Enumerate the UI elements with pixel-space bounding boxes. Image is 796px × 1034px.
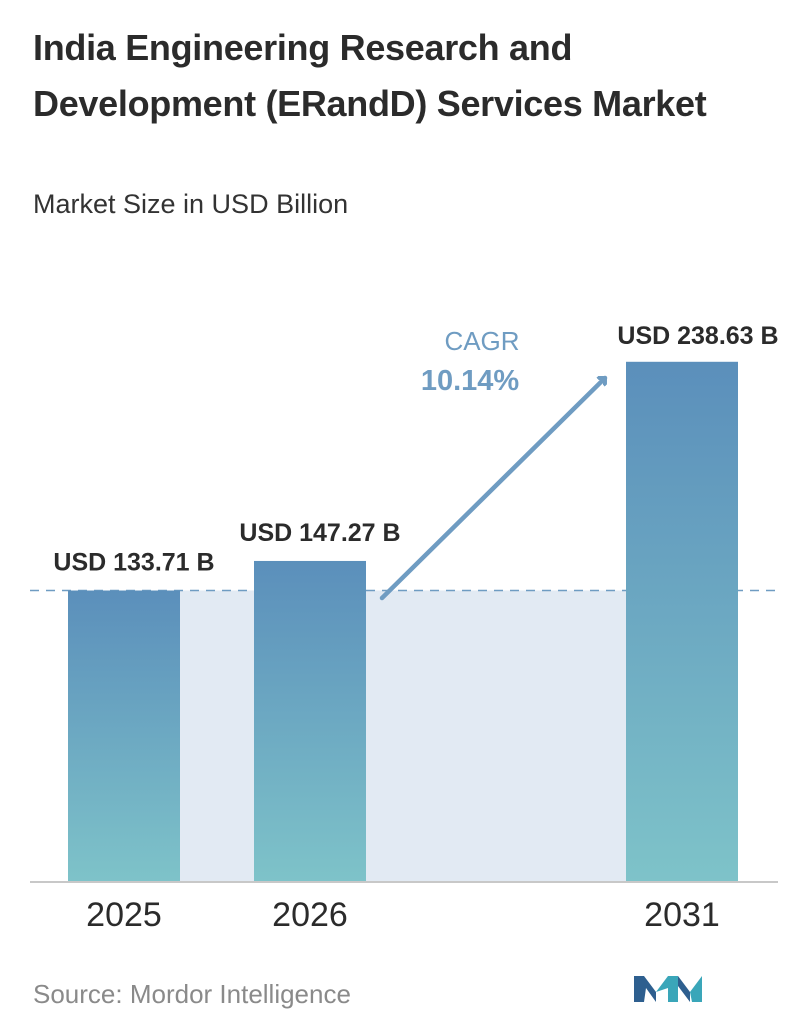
x-tick-label: 2025 <box>86 896 162 934</box>
chart-subtitle: Market Size in USD Billion <box>33 189 349 219</box>
chart-title: India Engineering Research and Developme… <box>33 27 707 124</box>
bar-2026 <box>254 560 366 882</box>
cagr-arrow <box>379 375 608 601</box>
bar-2031 <box>626 361 738 882</box>
mordor-intelligence-logo-icon <box>634 976 702 1002</box>
cagr-value: 10.14% <box>421 365 520 397</box>
cagr-label: CAGR <box>444 326 519 356</box>
source-note: Source: Mordor Intelligence <box>33 979 351 1009</box>
x-tick-label: 2031 <box>644 896 720 934</box>
data-label: USD 147.27 B <box>239 519 400 547</box>
data-label: USD 133.71 B <box>53 549 214 577</box>
bar-chart: 2025 2026 2031 USD 133.71 B USD 147.27 B USD … <box>30 322 780 934</box>
bar-2025 <box>68 590 180 882</box>
data-label: USD 238.63 B <box>617 322 778 350</box>
x-tick-label: 2026 <box>272 896 348 934</box>
baseline-band <box>180 590 626 882</box>
